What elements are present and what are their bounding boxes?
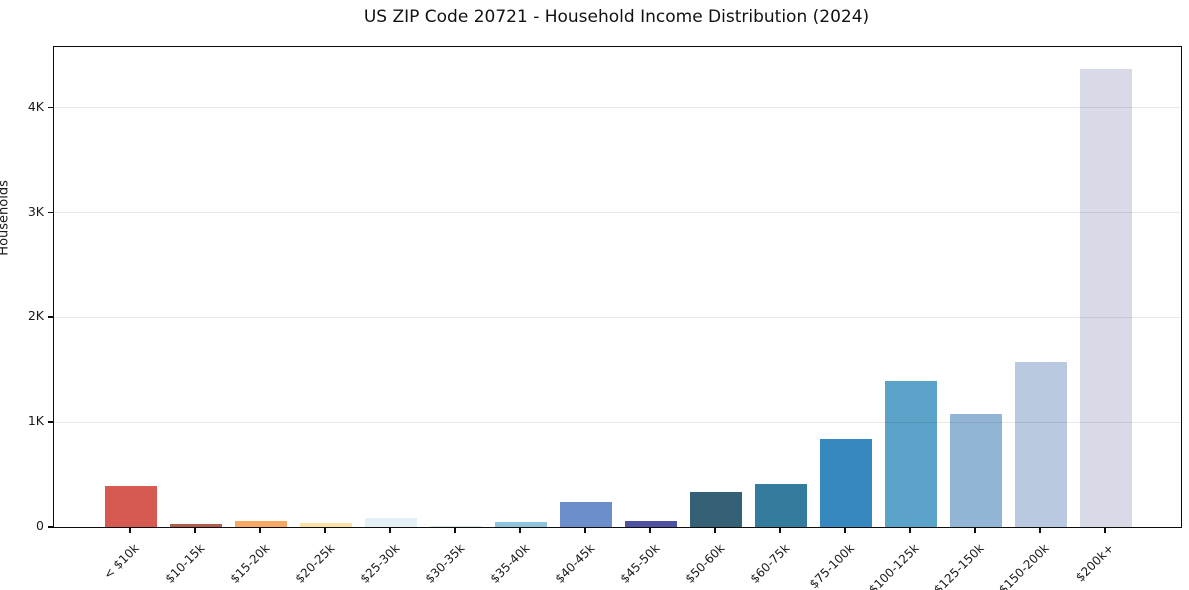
bar-$30-35k: [430, 525, 482, 527]
bar-$25-30k: [365, 517, 417, 527]
y-tick-label: 0: [36, 518, 44, 533]
y-tick-mark: [48, 316, 53, 318]
x-tick-mark: [454, 527, 456, 533]
bar-< $10k: [105, 486, 157, 527]
y-tick-label: 2K: [27, 308, 44, 324]
bar-$50-60k: [690, 492, 742, 527]
x-tick-mark: [714, 527, 716, 533]
x-tick-mark: [1104, 527, 1106, 533]
bar-$15-20k: [235, 520, 287, 527]
x-tick-mark: [324, 527, 326, 533]
x-tick-mark: [194, 527, 196, 533]
bar-$45-50k: [625, 521, 677, 527]
y-tick-mark: [48, 211, 53, 214]
y-tick-label: 3K: [27, 203, 44, 219]
gridline-4K: [54, 107, 1181, 109]
y-tick-label: 4K: [27, 98, 44, 114]
gridline-3K: [54, 212, 1181, 214]
x-tick-mark: [584, 527, 586, 533]
x-tick-mark: [649, 527, 651, 533]
bar-$35-40k: [495, 521, 547, 527]
y-tick-label: 1K: [27, 413, 44, 429]
x-tick-mark: [779, 527, 781, 533]
x-tick-mark: [389, 527, 391, 533]
x-tick-label-text: $200k+: [1073, 541, 1117, 585]
bar-$40-45k: [560, 502, 612, 527]
x-tick-mark: [844, 527, 846, 533]
y-tick-mark: [48, 526, 53, 528]
x-tick-mark: [129, 527, 131, 533]
bar-$10-15k: [170, 524, 222, 527]
bar-$60-75k: [755, 483, 807, 527]
bar-$125-150k: [950, 413, 1002, 527]
bar-$75-100k: [820, 438, 872, 527]
x-tick-mark: [974, 527, 976, 533]
gridline-1K: [54, 421, 1181, 423]
x-tick-mark: [259, 527, 261, 533]
x-tick-mark: [1039, 527, 1041, 533]
chart-title: US ZIP Code 20721 - Household Income Dis…: [363, 7, 870, 27]
plot-area: [53, 46, 1182, 528]
x-tick-label: $200k+: [947, 537, 1117, 585]
bar-$100-125k: [885, 381, 937, 527]
bar-$150-200k: [1015, 361, 1067, 527]
bar-$200k+: [1080, 68, 1132, 527]
bar-$20-25k: [300, 523, 352, 527]
x-tick-mark: [909, 527, 911, 533]
gridline-2K: [54, 316, 1181, 318]
y-tick-mark: [48, 421, 53, 423]
y-tick-mark: [48, 106, 53, 109]
x-tick-mark: [519, 527, 521, 533]
